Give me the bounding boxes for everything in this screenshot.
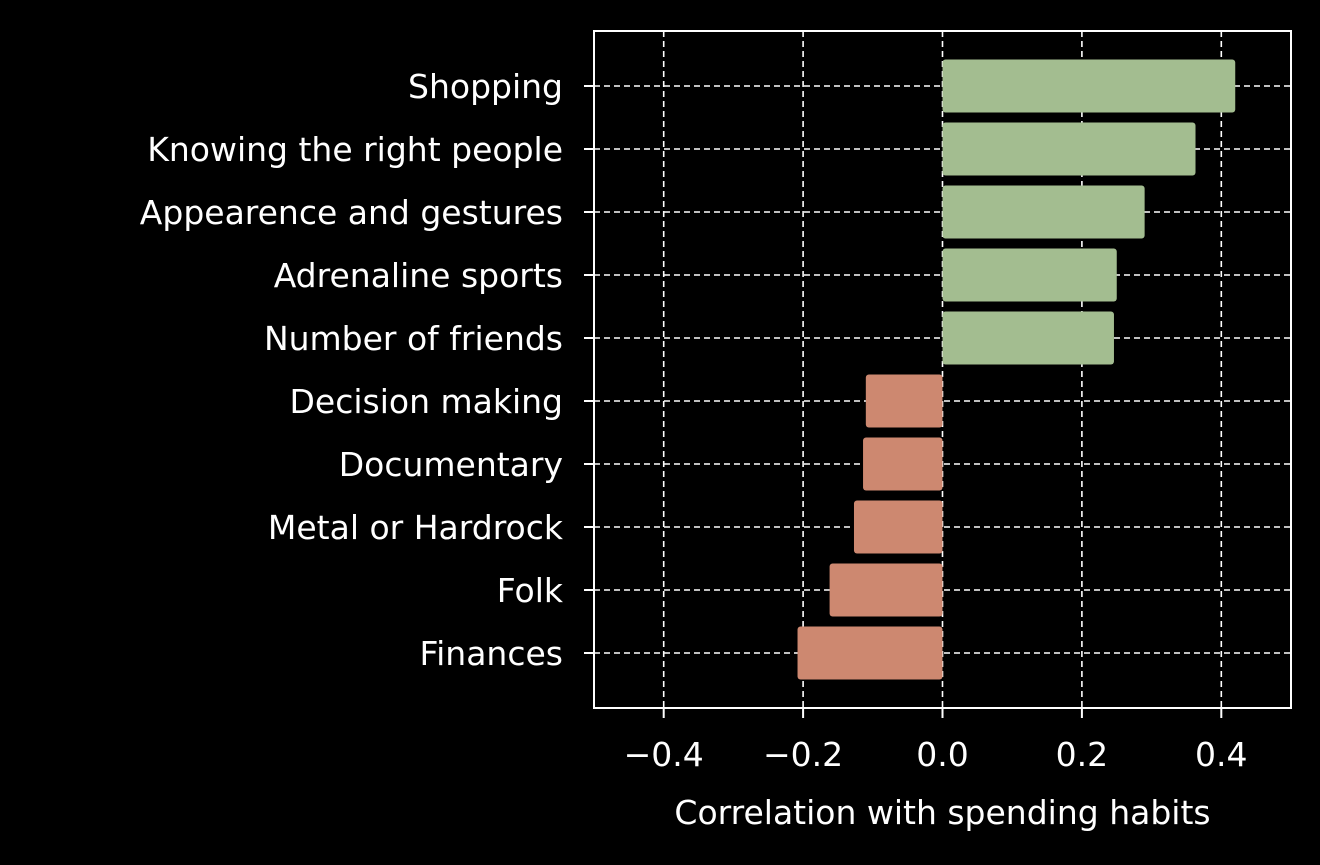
y-tick-label: Adrenaline sports [274, 256, 563, 295]
x-tick-label: 0.4 [1195, 735, 1247, 774]
y-tick-label: Finances [420, 634, 563, 673]
y-tick-label: Number of friends [264, 319, 563, 358]
bar [942, 311, 1114, 365]
bar [942, 248, 1117, 302]
bar [865, 374, 943, 428]
y-tick-label: Knowing the right people [147, 130, 563, 169]
bar [829, 563, 943, 617]
ticks: −0.4 −0.2 0.0 0.2 0.4 Shopping Knowing the rig… [140, 67, 1248, 774]
bar [797, 626, 943, 680]
y-tick-label: Decision making [290, 382, 564, 421]
x-tick-label: −0.2 [763, 735, 843, 774]
x-tick-label: 0.0 [916, 735, 968, 774]
x-tick-label: −0.4 [624, 735, 704, 774]
y-tick-label: Shopping [408, 67, 563, 106]
x-axis-label: Correlation with spending habits [674, 793, 1210, 832]
bar [942, 59, 1236, 113]
x-tick-label: 0.2 [1056, 735, 1108, 774]
y-tick-label: Appearence and gestures [140, 193, 563, 232]
y-tick-label: Metal or Hardrock [268, 508, 564, 547]
bar [942, 122, 1196, 176]
bar [863, 437, 943, 491]
y-tick-label: Folk [497, 571, 564, 610]
y-tick-label: Documentary [339, 445, 563, 484]
bars [797, 59, 1236, 680]
bar [942, 185, 1145, 239]
bar [853, 500, 943, 554]
